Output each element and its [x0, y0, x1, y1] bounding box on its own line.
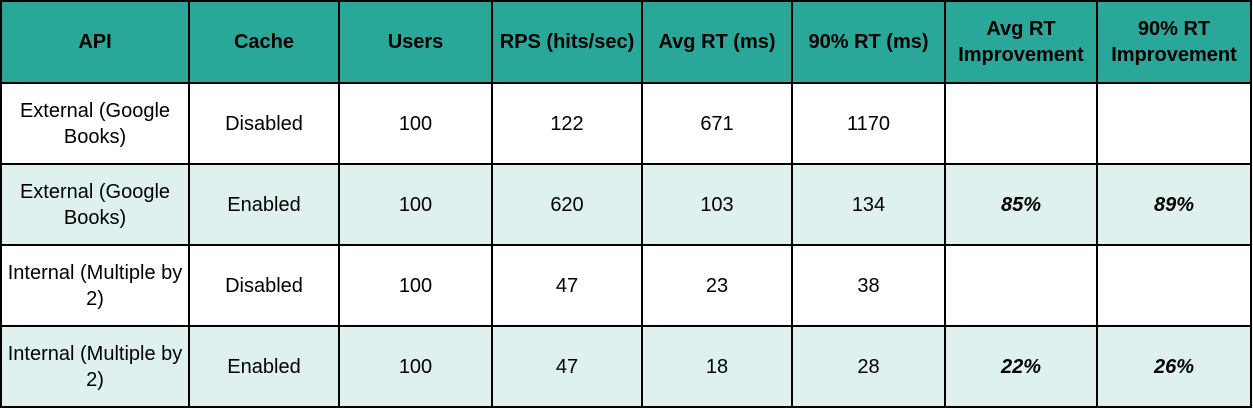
- cell-90-rt: 134: [791, 163, 946, 246]
- cell-avg-rt: 671: [641, 82, 793, 165]
- cell-90-rt-improvement: [1096, 82, 1252, 165]
- header-rps: RPS (hits/sec): [491, 0, 643, 84]
- cell-avg-rt: 23: [641, 244, 793, 327]
- cell-90-rt-improvement: 89%: [1096, 163, 1252, 246]
- cell-90-rt-improvement: 26%: [1096, 325, 1252, 408]
- cell-cache: Disabled: [188, 82, 340, 165]
- cell-avg-rt-improvement: 85%: [944, 163, 1098, 246]
- table-row: External (Google Books) Enabled 100 620 …: [0, 163, 1252, 246]
- cell-avg-rt-improvement: 22%: [944, 325, 1098, 408]
- cell-avg-rt: 18: [641, 325, 793, 408]
- cell-90-rt: 1170: [791, 82, 946, 165]
- cell-users: 100: [338, 163, 493, 246]
- cell-avg-rt-improvement: [944, 244, 1098, 327]
- table-row: Internal (Multiple by 2) Enabled 100 47 …: [0, 325, 1252, 408]
- cell-api: External (Google Books): [0, 82, 190, 165]
- cell-90-rt: 38: [791, 244, 946, 327]
- cell-api: Internal (Multiple by 2): [0, 244, 190, 327]
- cell-90-rt-improvement: [1096, 244, 1252, 327]
- header-cache: Cache: [188, 0, 340, 84]
- cell-avg-rt-improvement: [944, 82, 1098, 165]
- header-90-rt: 90% RT (ms): [791, 0, 946, 84]
- cell-api: External (Google Books): [0, 163, 190, 246]
- cell-rps: 47: [491, 325, 643, 408]
- cell-cache: Disabled: [188, 244, 340, 327]
- header-api: API: [0, 0, 190, 84]
- header-90-rt-improvement: 90% RT Improvement: [1096, 0, 1252, 84]
- header-avg-rt-improvement: Avg RT Improvement: [944, 0, 1098, 84]
- cell-users: 100: [338, 325, 493, 408]
- header-avg-rt: Avg RT (ms): [641, 0, 793, 84]
- header-users: Users: [338, 0, 493, 84]
- table-row: External (Google Books) Disabled 100 122…: [0, 82, 1252, 165]
- cell-avg-rt: 103: [641, 163, 793, 246]
- cell-cache: Enabled: [188, 325, 340, 408]
- cell-cache: Enabled: [188, 163, 340, 246]
- cell-api: Internal (Multiple by 2): [0, 325, 190, 408]
- cell-rps: 47: [491, 244, 643, 327]
- cell-users: 100: [338, 82, 493, 165]
- table-row: Internal (Multiple by 2) Disabled 100 47…: [0, 244, 1252, 327]
- cell-users: 100: [338, 244, 493, 327]
- cell-rps: 122: [491, 82, 643, 165]
- cell-90-rt: 28: [791, 325, 946, 408]
- header-row: API Cache Users RPS (hits/sec) Avg RT (m…: [0, 0, 1252, 84]
- cell-rps: 620: [491, 163, 643, 246]
